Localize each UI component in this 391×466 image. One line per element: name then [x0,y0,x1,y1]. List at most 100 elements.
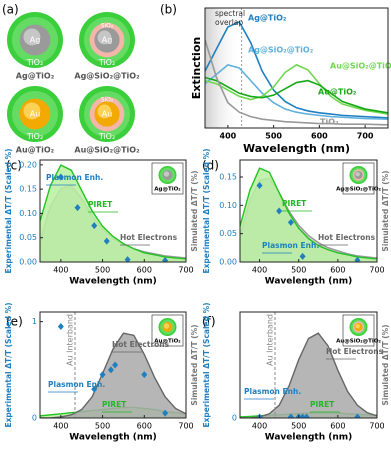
sim-line [240,332,377,418]
particle-name: Ag@TiO₂ [16,72,55,81]
core-label: Au [30,110,41,119]
series-line [205,39,388,126]
exp-point [103,237,110,245]
x-axis-label: Wavelength (nm) [265,433,353,443]
sim-area [240,168,377,262]
x-tick-label: 700 [178,422,193,431]
layer-label: TiO₂ [98,132,115,141]
x-tick-label: 500 [265,132,282,141]
exp-point [287,218,294,226]
x-tick-label: 500 [291,422,306,431]
annotation-line: overlap [215,18,243,27]
annotation: Plasmon Enh. [244,387,301,396]
y-tick-label: 0 [32,414,37,423]
exp-point [91,385,98,393]
particle [349,318,368,336]
y-tick-label: 0.00 [19,258,37,267]
series-line [205,63,388,120]
x-tick-label: 400 [53,422,68,431]
layer-label: TiO₂ [98,58,115,67]
frame [239,311,378,419]
series-label: Ag@SiO₂@TiO₂ [248,46,314,55]
annotation: Plasmon Enh. [46,173,103,182]
exp-point [354,413,361,418]
sim-line [40,332,186,418]
layer-label: SiO₂ [101,97,114,104]
exp-point [162,409,169,417]
x-tick-label: 700 [357,132,374,141]
x-axis-label: Wavelength (nm) [265,277,353,287]
sim-area [40,333,186,418]
core-label: Au [102,110,113,119]
inset-label: Ag@TiO₂ [154,187,181,193]
y-axis-label: Experimental ΔT/T (Scaled %) [4,148,13,273]
y2-label: Simulated ΔT/T (%) [381,170,390,251]
y-axis-label: Experimental ΔT/T (Scaled %) [4,302,13,427]
x-tick-label: 700 [369,266,384,275]
series-line [205,76,388,114]
panel-label: (c) [6,159,22,173]
exp-point [124,256,131,262]
y-tick-label: 0.10 [219,201,237,210]
exp-point [141,371,148,379]
annotation: Au Interband [266,314,275,366]
plot-area [205,8,388,128]
core-hl [97,104,112,119]
core-hl [163,323,170,329]
annotation: Au Interband [66,314,75,366]
y-axis-label: Experimental ΔT/T (Scaled %) [202,302,211,427]
plot-area [40,322,186,418]
panel-label: (e) [6,315,23,329]
particle [79,86,135,142]
series-label: Au@SiO₂@TiO₂ [330,62,391,71]
core-hl [355,323,360,329]
x-tick-label: 400 [220,132,237,141]
particle [79,12,135,68]
exp-point [91,222,98,230]
exp-point [57,322,64,330]
y-axis-label: Experimental ΔT/T (Scaled %) [202,148,211,273]
core-hl [355,171,360,177]
plot-area [240,332,377,418]
panel-label: (f) [202,315,216,329]
y2-label: Simulated ΔT/T (%) [190,170,199,251]
x-tick-label: 600 [311,132,328,141]
core-hl [97,30,112,45]
annotation: Hot Electrons [326,347,384,356]
core-label: Ag [102,36,113,45]
frame [204,7,389,129]
core-hl [163,171,170,177]
exp-point [299,252,306,260]
annotation: PIRET [310,400,335,409]
annotation: PIRET [282,199,307,208]
exp-point [112,361,119,369]
annotation-line: spectral [215,9,245,18]
layer-label: SiO₂ [101,23,114,30]
series-label: Ag@TiO₂ [248,14,287,23]
frame [39,159,187,263]
exp-point [276,207,283,215]
y-tick-label: 1 [32,317,37,326]
y-tick-label: 0.00 [219,258,237,267]
core-label: Ag [30,36,41,45]
core-hl [23,28,41,46]
x-tick-label: 600 [330,266,345,275]
panel-label: (d) [202,159,219,173]
annotation: Plasmon Enh. [48,380,105,389]
panel-label: (a) [2,3,19,17]
series-label: TiO₂ [320,118,339,127]
frame [239,159,378,263]
inset-label: Ag@SiO₂@TiO₂ [336,187,381,193]
particle-name: Au@SiO₂@TiO₂ [74,146,140,155]
x-tick-label: 400 [252,266,267,275]
exp-point [256,182,263,189]
particle [349,166,368,184]
y-tick-label: 0.15 [219,173,237,182]
layer-label: TiO₂ [26,132,43,141]
x-tick-label: 600 [137,422,152,431]
x-axis-label: Wavelength (nm) [69,433,157,443]
sim-area [240,333,377,418]
core-hl [23,102,41,120]
x-tick-label: 500 [95,266,110,275]
